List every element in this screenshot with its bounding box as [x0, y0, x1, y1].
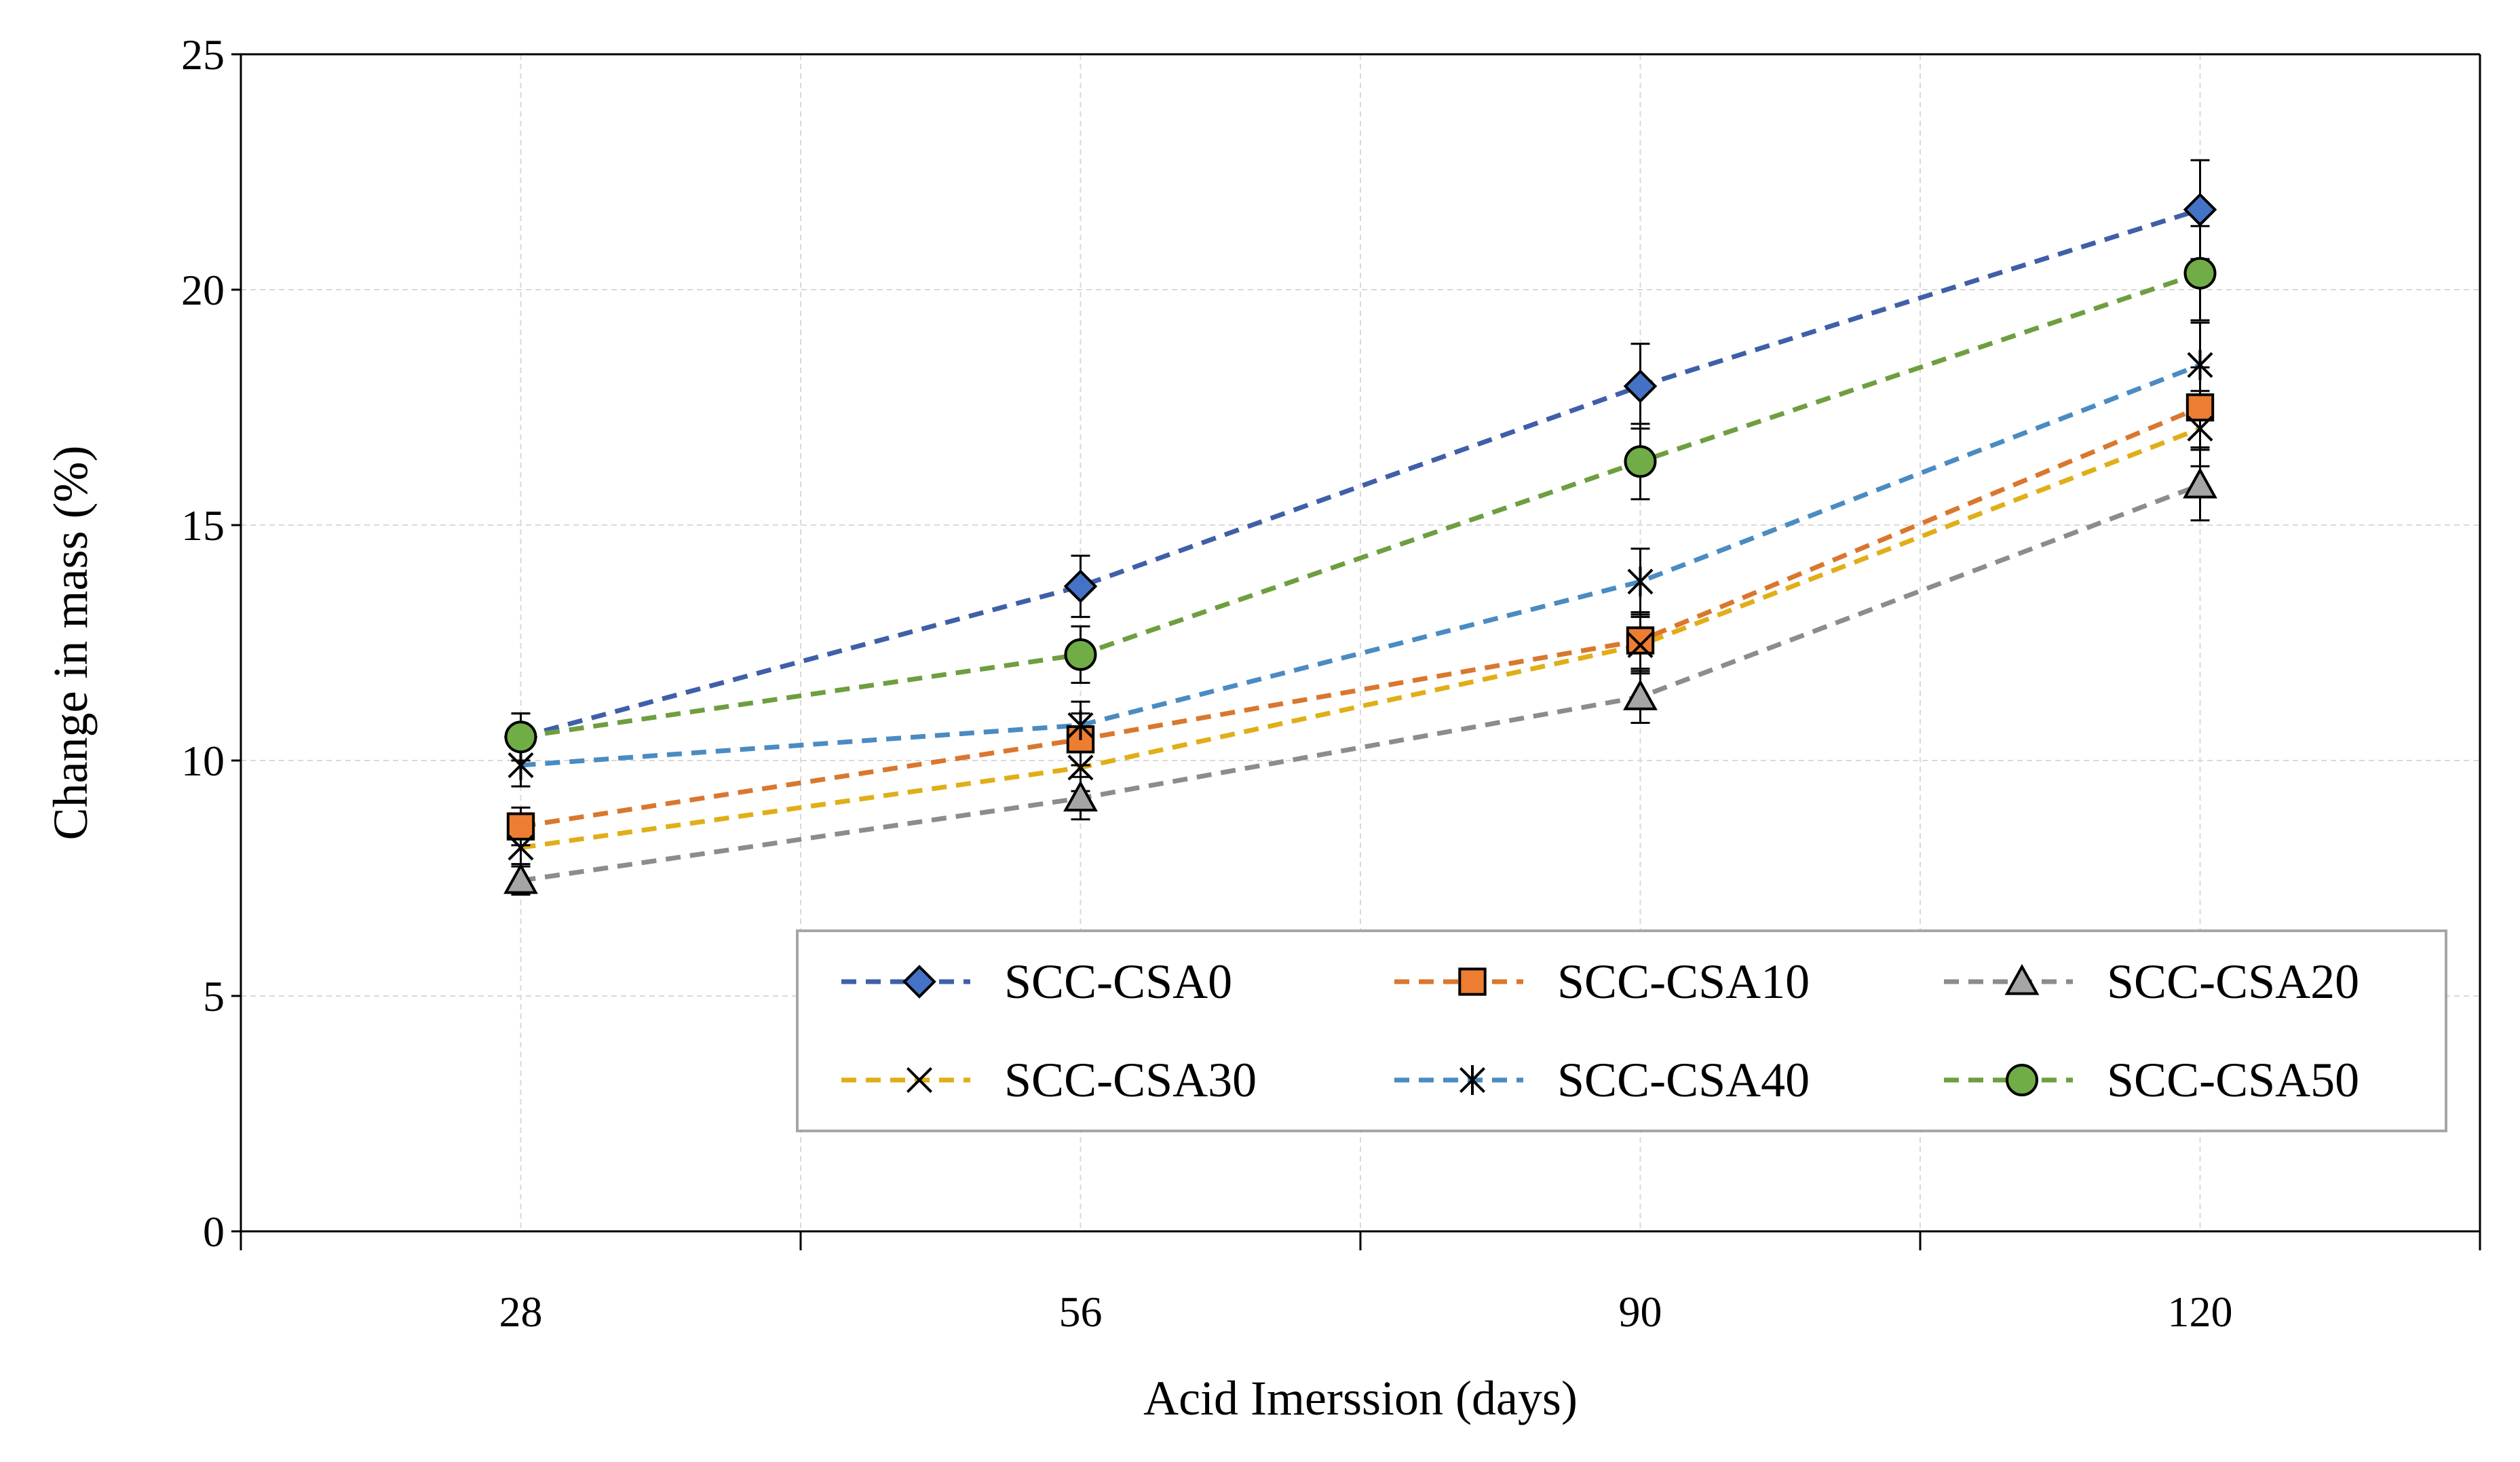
legend-label-scc-csa50: SCC-CSA50 — [2107, 1053, 2359, 1107]
data-point-scc-csa40 — [1627, 566, 1654, 597]
legend-label-scc-csa10: SCC-CSA10 — [1557, 955, 1810, 1009]
data-point-scc-csa20 — [503, 862, 538, 894]
legend-marker-scc-csa10 — [1458, 967, 1487, 996]
y-tick-label: 5 — [203, 972, 225, 1020]
data-point-scc-csa40 — [508, 750, 534, 780]
series-line-scc-csa30 — [520, 426, 2201, 850]
data-point-scc-csa30 — [508, 834, 534, 861]
legend-marker-scc-csa40 — [1459, 1065, 1486, 1095]
series-lines — [520, 207, 2201, 883]
data-point-scc-csa10 — [1626, 626, 1655, 655]
data-point-scc-csa0 — [1623, 369, 1658, 404]
data-point-scc-csa0 — [1063, 569, 1098, 604]
data-point-scc-csa0 — [2183, 193, 2217, 227]
data-point-scc-csa10 — [506, 812, 535, 841]
series-line-scc-csa10 — [520, 405, 2201, 829]
legend-label-scc-csa40: SCC-CSA40 — [1557, 1053, 1810, 1107]
legend-label-scc-csa30: SCC-CSA30 — [1004, 1053, 1257, 1107]
data-point-scc-csa30 — [2187, 415, 2213, 442]
data-point-scc-csa20 — [2183, 467, 2217, 499]
data-point-scc-csa50 — [504, 720, 537, 754]
x-tick-label: 28 — [499, 1288, 543, 1336]
data-markers — [503, 193, 2217, 894]
data-point-scc-csa30 — [1627, 632, 1654, 658]
data-point-scc-csa30 — [1067, 754, 1094, 781]
x-tick-label: 56 — [1059, 1288, 1103, 1336]
series-line-scc-csa50 — [520, 271, 2201, 739]
legend-marker-scc-csa20 — [2004, 963, 2040, 995]
legend-marker-scc-csa50 — [2006, 1064, 2038, 1096]
series-line-scc-csa20 — [520, 482, 2201, 883]
y-tick-label: 25 — [181, 31, 225, 79]
legend-box — [796, 929, 2447, 1132]
series-line-scc-csa40 — [520, 362, 2201, 768]
data-point-scc-csa20 — [1623, 679, 1658, 710]
data-point-scc-csa50 — [1064, 638, 1097, 671]
data-point-scc-csa40 — [2187, 350, 2213, 381]
legend-marker-scc-csa30 — [906, 1066, 933, 1094]
data-point-scc-csa50 — [2183, 256, 2217, 290]
axes: 0 5 10 15 20 25 28 56 90 120 — [181, 31, 2481, 1336]
y-axis-title: Change in mass (%) — [43, 446, 98, 841]
data-point-scc-csa10 — [2185, 393, 2215, 422]
x-tick-label: 90 — [1619, 1288, 1662, 1336]
data-point-scc-csa40 — [1067, 710, 1094, 740]
x-tick-label: 120 — [2168, 1288, 2233, 1336]
legend-label-scc-csa0: SCC-CSA0 — [1004, 955, 1232, 1009]
y-tick-label: 15 — [181, 501, 225, 550]
data-point-scc-csa50 — [1624, 445, 1657, 478]
y-tick-label: 20 — [181, 266, 225, 314]
x-axis-title: Acid Imerssion (days) — [1143, 1371, 1578, 1425]
y-tick-label: 10 — [181, 737, 225, 785]
data-point-scc-csa20 — [1063, 780, 1098, 812]
legend-marker-scc-csa0 — [902, 965, 936, 999]
legend-label-scc-csa20: SCC-CSA20 — [2107, 955, 2359, 1009]
series-line-scc-csa0 — [520, 207, 2201, 739]
y-tick-label: 0 — [203, 1208, 225, 1256]
legend: SCC-CSA0 SCC-CSA10 SCC-CSA20 SCC-CSA30 SCC-C… — [796, 929, 2447, 1132]
